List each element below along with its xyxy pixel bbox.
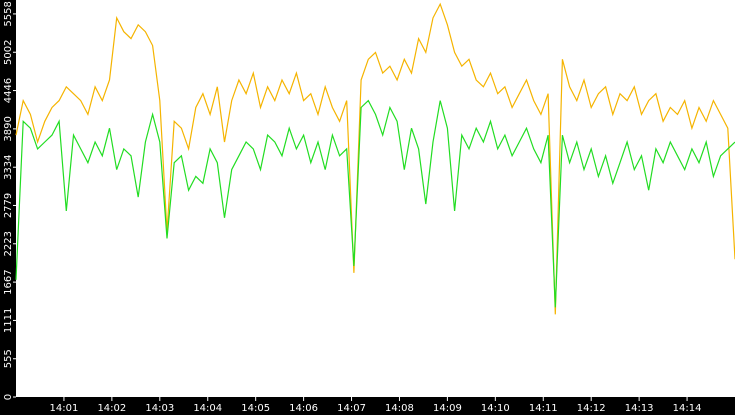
y-tick-label: 0 xyxy=(3,394,14,400)
x-tick-label: 14:11 xyxy=(529,403,558,414)
y-tick-label: 3334 xyxy=(3,154,14,179)
x-tick-label: 14:08 xyxy=(385,403,414,414)
x-tick-label: 14:14 xyxy=(673,403,702,414)
y-axis-strip xyxy=(0,0,16,415)
y-tick-label: 5002 xyxy=(3,40,14,65)
y-tick-label: 555 xyxy=(3,349,14,368)
x-tick-label: 14:03 xyxy=(145,403,174,414)
y-tick-label: 1667 xyxy=(3,269,14,294)
x-tick-label: 14:01 xyxy=(50,403,79,414)
x-tick-label: 14:10 xyxy=(481,403,510,414)
x-tick-label: 14:02 xyxy=(97,403,126,414)
x-tick-label: 14:13 xyxy=(625,403,654,414)
x-tick-label: 14:04 xyxy=(193,403,222,414)
series-line xyxy=(15,99,735,308)
x-tick-label: 14:06 xyxy=(289,403,318,414)
y-tick-label: 2779 xyxy=(3,193,14,218)
x-tick-label: 14:09 xyxy=(433,403,462,414)
x-axis-strip xyxy=(0,397,735,415)
y-tick-label: 5558 xyxy=(3,1,14,26)
x-tick-label: 14:07 xyxy=(337,403,366,414)
x-tick-label: 14:12 xyxy=(577,403,606,414)
series-line xyxy=(15,2,735,315)
y-tick-label: 4446 xyxy=(3,78,14,103)
x-tick-label: 14:05 xyxy=(241,403,270,414)
y-tick-label: 1111 xyxy=(3,308,14,333)
y-tick-label: 2223 xyxy=(3,231,14,256)
y-tick-label: 3890 xyxy=(3,116,14,141)
